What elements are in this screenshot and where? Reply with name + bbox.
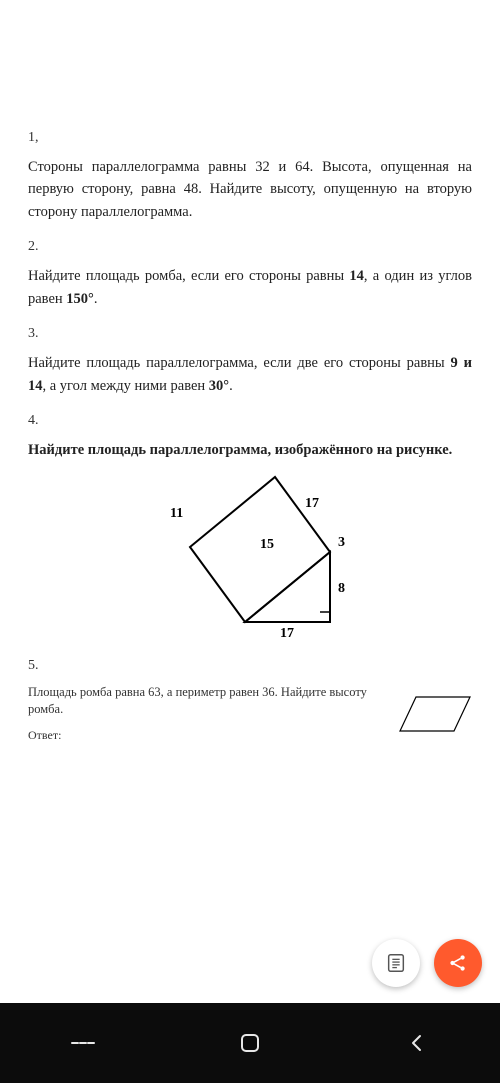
problem-number: 2. [28, 239, 472, 255]
problem-text: Найдите площадь ромба, если его стороны … [28, 265, 472, 310]
top-spacer [28, 0, 472, 130]
answer-label: Ответ: [28, 727, 374, 744]
right-angle-mark [320, 612, 330, 622]
fab-row [372, 939, 482, 987]
text-segment: , а угол между ними равен [43, 378, 209, 394]
problem-text: Стороны параллелограмма равны 32 и 64. В… [28, 156, 472, 223]
share-icon [447, 952, 469, 974]
text-bold: 150° [66, 291, 94, 307]
problem-number: 3. [28, 326, 472, 342]
problem-number: 1, [28, 130, 472, 146]
text-segment: . [229, 378, 233, 394]
figure-label: 3 [338, 535, 345, 550]
problem-1: 1, Стороны параллелограмма равны 32 и 64… [28, 130, 472, 223]
reading-mode-button[interactable] [372, 939, 420, 987]
problem-2: 2. Найдите площадь ромба, если его сторо… [28, 239, 472, 310]
triangle-shape [245, 552, 330, 622]
problem-heading: Найдите площадь параллелограмма, изображ… [28, 439, 472, 461]
problem-text: Найдите площадь параллелограмма, если дв… [28, 352, 472, 397]
figure-label: 17 [280, 626, 294, 641]
figure-wrapper: 17 11 15 3 8 17 [28, 472, 472, 642]
problem-row: Площадь ромба равна 63, а периметр равен… [28, 684, 472, 744]
problem-4: 4. Найдите площадь параллелограмма, изоб… [28, 413, 472, 641]
recents-icon [70, 1033, 96, 1053]
nav-recents-button[interactable] [38, 1018, 128, 1068]
problem-number: 4. [28, 413, 472, 429]
back-icon [407, 1033, 427, 1053]
text-bold: 14 [349, 268, 364, 284]
problem-text: Площадь ромба равна 63, а периметр равен… [28, 684, 374, 744]
figure-label: 8 [338, 581, 345, 596]
problem-5: 5. Площадь ромба равна 63, а периметр ра… [28, 658, 472, 744]
text-segment: . [94, 291, 98, 307]
home-icon [238, 1031, 262, 1055]
parallelogram-figure: 17 11 15 3 8 17 [145, 472, 355, 642]
document-page: 1, Стороны параллелограмма равны 32 и 64… [0, 0, 500, 1003]
text-segment: Найдите площадь ромба, если его стороны … [28, 268, 349, 284]
rhombus-figure [382, 691, 472, 737]
document-icon [385, 952, 407, 974]
nav-home-button[interactable] [205, 1018, 295, 1068]
figure-label: 17 [305, 496, 319, 511]
text-segment: Найдите площадь параллелограмма, если дв… [28, 355, 451, 371]
text-bold: 30° [209, 378, 229, 394]
problem-number: 5. [28, 658, 472, 674]
nav-back-button[interactable] [372, 1018, 462, 1068]
share-button[interactable] [434, 939, 482, 987]
problem-3: 3. Найдите площадь параллелограмма, если… [28, 326, 472, 397]
rhombus-shape [400, 697, 470, 731]
text-segment: Площадь ромба равна 63, а периметр равен… [28, 684, 374, 719]
figure-label: 11 [170, 506, 183, 521]
android-navbar [0, 1003, 500, 1083]
figure-label: 15 [260, 537, 274, 552]
